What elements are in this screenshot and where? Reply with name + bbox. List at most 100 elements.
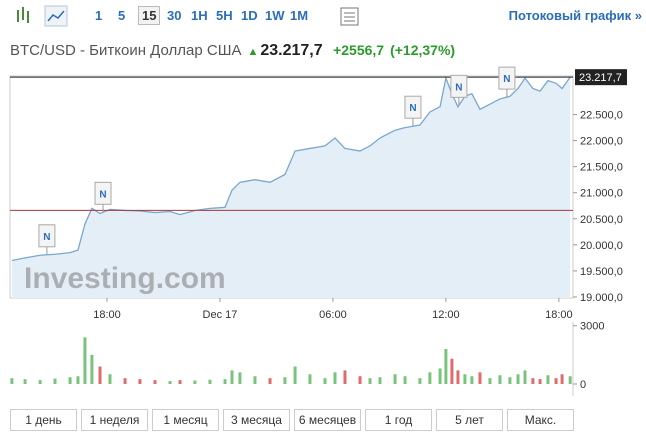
volume-bar (508, 377, 512, 384)
volume-bar (76, 376, 80, 384)
volume-bar (393, 374, 397, 384)
price-label: 23.217,7 (579, 72, 622, 84)
volume-bar (488, 378, 492, 384)
volume-bar (108, 374, 112, 384)
table-icon[interactable] (340, 7, 360, 27)
volume-bar (123, 378, 127, 384)
interval-button[interactable]: 1D (241, 8, 258, 23)
volume-bar (444, 349, 448, 384)
interval-button[interactable]: 1W (265, 8, 285, 23)
volume-bar (523, 370, 527, 384)
interval-button[interactable]: 1M (290, 8, 309, 23)
volume-bar (283, 377, 287, 384)
volume-bar (554, 378, 558, 384)
change-percent: (+12,37%) (390, 42, 456, 58)
volume-bar (253, 376, 257, 384)
volume-bar (153, 380, 157, 384)
news-label: N (455, 82, 462, 93)
volume-bar (23, 379, 27, 384)
volume-bar (10, 378, 14, 384)
range-button[interactable]: 1 месяц (152, 409, 219, 431)
interval-button[interactable]: 5 (118, 8, 126, 23)
volume-bar (38, 380, 42, 384)
interval-button[interactable]: 30 (167, 8, 182, 23)
y-tick-label: 20.500,0 (580, 214, 623, 226)
volume-bar (538, 379, 542, 384)
volume-bar (531, 378, 535, 384)
x-tick-label: Dec 17 (203, 309, 238, 321)
range-button[interactable]: 1 день (10, 409, 77, 431)
volume-bar (98, 366, 102, 384)
news-marker (450, 74, 468, 98)
chart: 19.000,0 19.500,0 20.000,0 20.500,0 21.000,0… (9, 66, 627, 396)
range-button[interactable]: 3 месяца (223, 409, 290, 431)
range-button[interactable]: 6 месяцев (294, 409, 361, 431)
range-button[interactable]: Макс. (507, 409, 574, 431)
price-label-box (575, 69, 627, 86)
volume-bar (293, 366, 297, 384)
volume-bar (230, 370, 234, 384)
y-tick-label: 3000 (580, 321, 604, 333)
volume-bar (83, 337, 87, 384)
volume-bar (403, 376, 407, 384)
news-marker (38, 224, 56, 248)
news-label: N (409, 103, 416, 114)
volume-bar (456, 370, 460, 384)
volume-bar (90, 354, 94, 384)
volume-bar (438, 368, 442, 384)
watermark: Investing.com (24, 262, 226, 295)
volume-bar (498, 375, 502, 384)
toolbar: 1 5 15 30 1H 5H 1D 1W 1M Потоковый график » (0, 0, 646, 32)
range-button[interactable]: 1 неделя (81, 409, 148, 431)
volume-bar (178, 380, 182, 384)
volume-bar (223, 379, 227, 384)
news-marker (404, 95, 422, 119)
interval-button[interactable]: 1 (95, 8, 103, 23)
volume-bar (450, 358, 454, 384)
interval-button[interactable]: 5H (216, 8, 233, 23)
x-tick-label: 18:00 (545, 309, 573, 321)
interval-button[interactable]: 1H (191, 8, 208, 23)
up-arrow: ▲ (247, 46, 259, 58)
news-label: N (99, 189, 106, 200)
volume-bar (208, 379, 212, 384)
volume-bar (428, 372, 432, 384)
volume-bar (378, 377, 382, 384)
volume-bar (168, 381, 172, 384)
x-tick-label: 12:00 (432, 309, 460, 321)
stream-link[interactable]: Потоковый график » (508, 8, 642, 23)
quote-header: BTC/USD - Биткоин Доллар США ▲ 23.217,7 +2… (10, 42, 461, 60)
volume-bar (53, 378, 57, 384)
range-button[interactable]: 5 лет (436, 409, 503, 431)
news-label: N (503, 74, 510, 85)
y-tick-label: 22.500,0 (580, 110, 623, 122)
y-tick-label: 22.000,0 (580, 136, 623, 148)
volume-bar (238, 372, 242, 384)
y-tick-label: 19.000,0 (580, 292, 623, 304)
volume-bar (343, 370, 347, 384)
volume-bar (560, 374, 564, 384)
news-marker (498, 66, 516, 90)
volume-bar (463, 374, 467, 384)
interval-button[interactable]: 15 (138, 6, 161, 25)
y-tick-label: 0 (580, 379, 586, 391)
volume-bar (470, 376, 474, 384)
instrument-name: BTC/USD - Биткоин Доллар США (10, 42, 242, 59)
y-tick-label: 21.000,0 (580, 188, 623, 200)
volume-bar (193, 380, 197, 384)
y-tick-label: 19.500,0 (580, 266, 623, 278)
news-marker (94, 181, 112, 205)
range-button[interactable]: 1 год (365, 409, 432, 431)
volume-bar (478, 372, 482, 384)
volume-bar (323, 378, 327, 384)
volume-bar (358, 376, 362, 384)
x-tick-label: 06:00 (319, 309, 347, 321)
volume-bar (308, 374, 312, 384)
range-buttons: 1 день 1 неделя 1 месяц 3 месяца 6 месяцев 1 … (10, 409, 574, 431)
chart-type-icons (17, 5, 68, 27)
area-fill (11, 77, 571, 298)
volume-bar (268, 378, 272, 384)
y-tick-label: 20.000,0 (580, 240, 623, 252)
y-tick-label: 21.500,0 (580, 162, 623, 174)
